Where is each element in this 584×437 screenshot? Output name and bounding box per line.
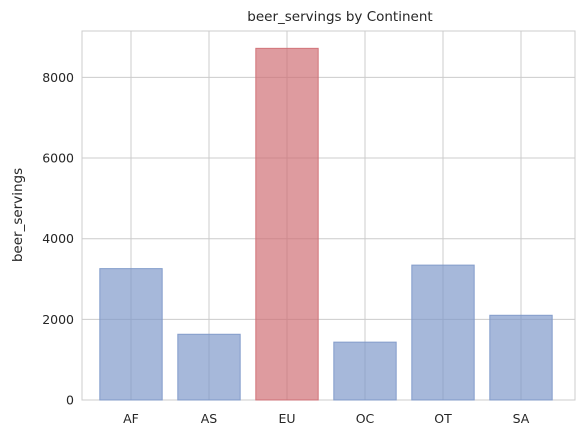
- x-tick-label: EU: [278, 411, 295, 426]
- bar-oc: [333, 341, 397, 401]
- x-tick-label: AS: [201, 411, 218, 426]
- y-axis-label: beer_servings: [10, 168, 26, 262]
- bar-eu: [255, 47, 319, 401]
- bar-af: [99, 268, 163, 401]
- bars: [99, 47, 553, 401]
- y-tick-label: 6000: [42, 151, 74, 166]
- bar-as: [177, 333, 241, 401]
- x-tick-label: AF: [123, 411, 139, 426]
- chart-title: beer_servings by Continent: [247, 9, 432, 25]
- x-tick-label: OC: [356, 411, 375, 426]
- y-tick-label: 4000: [42, 231, 74, 246]
- x-tick-label: OT: [434, 411, 452, 426]
- tick-labels: 0 2000 4000 6000 8000 AF AS EU OC OT SA: [42, 70, 530, 426]
- bar-ot: [411, 264, 475, 401]
- bar-sa: [489, 314, 553, 401]
- y-tick-label: 0: [66, 393, 74, 408]
- y-tick-label: 2000: [42, 312, 74, 327]
- y-tick-label: 8000: [42, 70, 74, 85]
- x-tick-label: SA: [513, 411, 530, 426]
